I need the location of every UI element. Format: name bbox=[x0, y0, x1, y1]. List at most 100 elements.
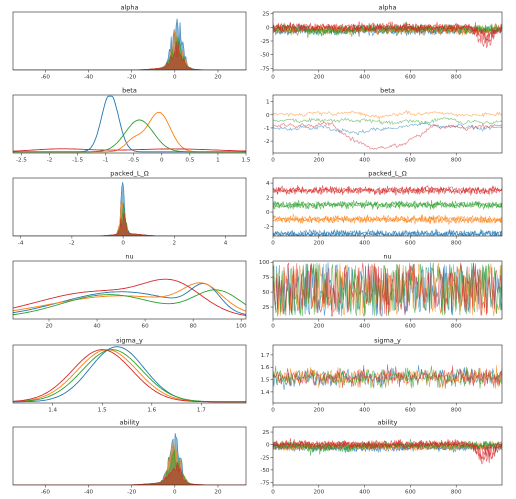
x-tick-label: 0 bbox=[160, 158, 164, 164]
x-tick-label: 0 bbox=[173, 490, 177, 496]
x-tick-label: 200 bbox=[313, 158, 324, 164]
subplot-title: packed_L_Ω bbox=[110, 170, 148, 178]
y-tick-label: -25 bbox=[260, 39, 270, 45]
density-line-2 bbox=[13, 119, 246, 153]
density-series-1 bbox=[13, 199, 246, 236]
density-series-2 bbox=[13, 203, 246, 236]
x-tick-label: 400 bbox=[359, 75, 370, 81]
density-line-3 bbox=[13, 349, 246, 403]
y-tick-label: -50 bbox=[260, 468, 270, 474]
y-tick-label: 0 bbox=[266, 443, 270, 449]
density-series-2 bbox=[13, 36, 246, 70]
x-tick-label: 0 bbox=[271, 490, 275, 496]
x-tick-label: 600 bbox=[405, 324, 416, 330]
plot-area bbox=[273, 21, 502, 49]
axes-frame bbox=[272, 260, 503, 320]
x-tick-label: 0 bbox=[271, 241, 275, 247]
y-tick-label: -75 bbox=[260, 66, 270, 72]
x-tick-label: -40 bbox=[84, 75, 94, 81]
density-line-1 bbox=[13, 282, 246, 312]
x-tick-label: 2 bbox=[173, 241, 177, 247]
density-series-0 bbox=[13, 182, 246, 236]
subplot-title: beta bbox=[122, 87, 137, 95]
x-tick-label: -60 bbox=[41, 75, 51, 81]
subplot-3-beta: beta 0 200 400 600 800 1 0 -1 -2 bbox=[264, 87, 503, 164]
x-tick-label: -1 bbox=[103, 158, 109, 164]
x-tick-label: 4 bbox=[224, 241, 228, 247]
axes-frame bbox=[12, 260, 247, 320]
density-line-3 bbox=[13, 148, 246, 152]
density-series-3 bbox=[13, 462, 246, 485]
trace-series-3 bbox=[273, 121, 502, 150]
density-series-2 bbox=[13, 449, 246, 485]
trace-series-2 bbox=[273, 365, 502, 389]
axes-frame bbox=[12, 177, 247, 237]
density-series-3 bbox=[13, 41, 246, 70]
axes-frame bbox=[272, 426, 503, 486]
axes-frame bbox=[272, 177, 503, 237]
subplot-9-sigmay: sigma_y 0 200 400 600 800 1.7 1.6 1.5 1.4 bbox=[261, 337, 503, 414]
trace-series-1 bbox=[273, 23, 502, 36]
y-tick-label: 25 bbox=[262, 430, 270, 436]
x-tick-label: -20 bbox=[127, 75, 137, 81]
x-tick-label: 80 bbox=[190, 324, 198, 330]
plot-area bbox=[13, 433, 246, 485]
trace-series-0 bbox=[273, 262, 502, 317]
subplot-title: nu bbox=[383, 253, 391, 261]
subplot-10-ability: ability -60 -40 -20 0 20 bbox=[12, 419, 247, 496]
x-tick-label: 400 bbox=[359, 490, 370, 496]
x-tick-label: -2 bbox=[69, 241, 75, 247]
x-tick-label: 200 bbox=[313, 75, 324, 81]
plot-area bbox=[273, 184, 502, 236]
x-tick-label: 0 bbox=[271, 75, 275, 81]
plot-area bbox=[13, 95, 246, 153]
subplot-2-beta: beta -2.5 -2 -1.5 -1 -0.5 0 0.5 1 1.5 bbox=[12, 87, 251, 164]
axes-frame bbox=[12, 344, 247, 404]
density-line-0 bbox=[13, 346, 246, 403]
density-series-1 bbox=[13, 30, 246, 70]
y-tick-label: -25 bbox=[260, 455, 270, 461]
x-tick-label: 0.5 bbox=[185, 158, 194, 164]
plot-area bbox=[13, 346, 246, 403]
subplot-title: packed_L_Ω bbox=[368, 170, 406, 178]
subplot-11-ability: ability 0 200 400 600 800 25 0 -25 -50 -75 bbox=[260, 419, 503, 496]
plot-area bbox=[13, 18, 246, 70]
x-tick-label: 200 bbox=[313, 408, 324, 414]
subplot-title: alpha bbox=[378, 4, 396, 12]
density-line-3 bbox=[13, 278, 246, 316]
density-series-3 bbox=[13, 212, 246, 236]
x-tick-label: -2 bbox=[47, 158, 53, 164]
y-tick-label: 0 bbox=[266, 113, 270, 119]
x-tick-label: 600 bbox=[405, 75, 416, 81]
x-tick-label: 600 bbox=[405, 158, 416, 164]
x-tick-label: 800 bbox=[451, 75, 462, 81]
density-line-2 bbox=[13, 349, 246, 403]
y-tick-label: -2 bbox=[264, 225, 270, 231]
trace-series-3 bbox=[273, 21, 502, 48]
x-tick-label: 60 bbox=[142, 324, 150, 330]
plot-area bbox=[273, 262, 502, 317]
axes-frame bbox=[272, 11, 503, 71]
y-tick-label: 2 bbox=[266, 196, 270, 202]
subplot-5-packedl: packed_L_Ω 0 200 400 600 800 4 2 0 -2 bbox=[264, 170, 503, 247]
x-tick-label: 0 bbox=[271, 408, 275, 414]
x-tick-label: 0 bbox=[271, 158, 275, 164]
subplot-title: beta bbox=[380, 87, 395, 95]
subplot-0-alpha: alpha -60 -40 -20 0 20 bbox=[12, 4, 247, 81]
x-tick-label: 100 bbox=[236, 324, 247, 330]
density-line-1 bbox=[13, 111, 246, 153]
trace-series-1 bbox=[273, 365, 502, 389]
x-tick-label: 200 bbox=[313, 241, 324, 247]
plot-area bbox=[13, 182, 246, 236]
x-tick-label: 1.6 bbox=[147, 408, 156, 414]
subplot-title: alpha bbox=[120, 4, 138, 12]
trace-series-1 bbox=[273, 214, 502, 225]
y-tick-label: 1 bbox=[266, 100, 270, 106]
x-tick-label: 800 bbox=[451, 241, 462, 247]
trace-series-3 bbox=[273, 438, 502, 462]
x-tick-label: -0.5 bbox=[128, 158, 139, 164]
density-series-0 bbox=[13, 433, 246, 485]
x-tick-label: -40 bbox=[84, 490, 94, 496]
x-tick-label: 0 bbox=[271, 324, 275, 330]
